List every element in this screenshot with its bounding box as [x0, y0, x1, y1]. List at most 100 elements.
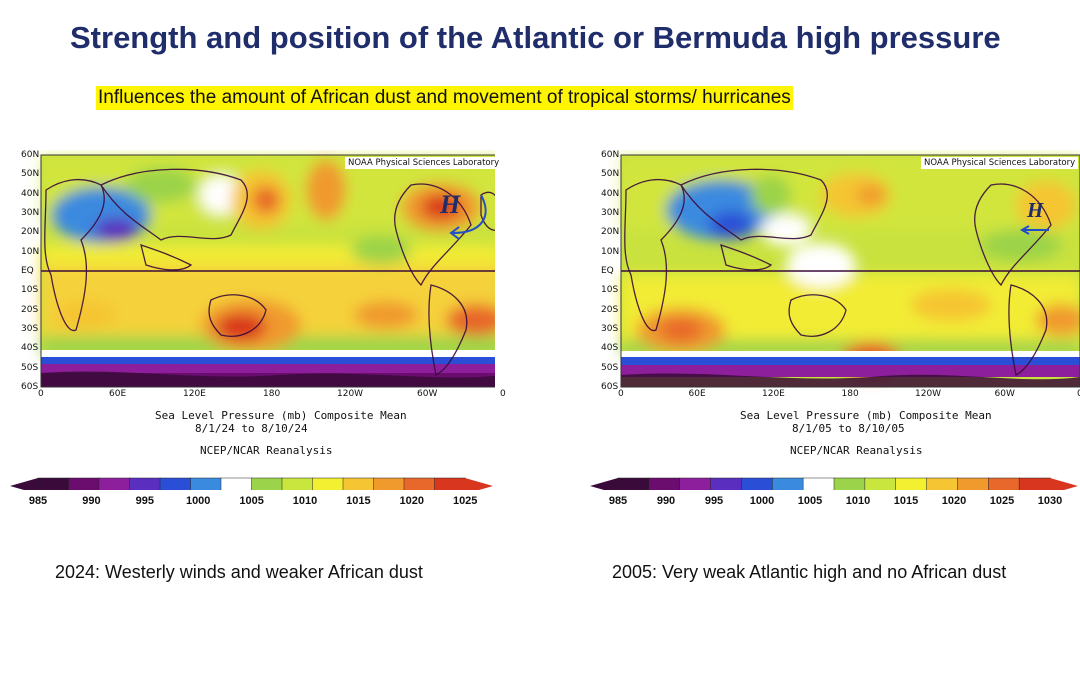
colorbar-cell [802, 477, 835, 490]
lat-tick-label: 10S [601, 285, 619, 296]
colorbar-tick-label: 985 [28, 495, 48, 507]
map-dates: 8/1/05 to 8/10/05 [792, 422, 905, 435]
lat-tick-label: 50S [21, 362, 39, 373]
colorbar-cell [98, 477, 131, 490]
colorbar-cell [37, 477, 70, 490]
colorbar-tick-label: 1025 [452, 495, 478, 507]
lat-tick-label: 30N [601, 208, 620, 218]
lat-tick-label: 30N [21, 208, 40, 218]
lat-tick-label: 40N [601, 188, 620, 199]
high-pressure-marker: H [440, 190, 461, 219]
colorbar-tick-label: 1025 [989, 495, 1015, 507]
colorbar-tick-label: 995 [135, 495, 154, 507]
colorbar-cell [403, 477, 436, 490]
colorbar-tick-label: 990 [656, 495, 676, 507]
lon-tick-label: 0 [38, 389, 44, 399]
map-variable: Sea Level Pressure (mb) Composite Mean [740, 409, 992, 422]
colorbar-cell [190, 477, 222, 490]
slide-title: Strength and position of the Atlantic or… [70, 20, 1001, 55]
lon-tick-label: 60W [994, 389, 1015, 399]
lon-tick-label: 120E [762, 389, 785, 399]
colorbar-tick-label: 985 [608, 495, 628, 507]
lon-tick-label: 0 [500, 389, 506, 399]
lat-tick-label: 10N [601, 246, 620, 257]
colorbar-cell [434, 477, 466, 490]
caption-2024: 2024: Westerly winds and weaker African … [55, 562, 423, 582]
colorbar-cell [833, 477, 866, 490]
lon-tick-label: 0 [618, 389, 624, 399]
colorbar-tick-label: 1010 [845, 495, 871, 507]
colorbar-cell [926, 477, 959, 490]
lat-tick-label: 10S [21, 285, 39, 296]
lat-tick-label: EQ [21, 266, 34, 276]
lat-tick-label: 50S [601, 362, 619, 373]
colorbar-cell [312, 477, 344, 490]
colorbar-cell [220, 477, 253, 490]
colorbar-tick-label: 1015 [893, 495, 919, 507]
lon-tick-label: 120W [337, 389, 364, 399]
lat-tick-label: 20S [21, 304, 39, 315]
map-panel-2024: NOAA Physical Sciences Laboratory H Sea … [0, 150, 506, 507]
colorbar-cell [617, 477, 650, 490]
lat-tick-label: EQ [601, 266, 614, 276]
map-source: NCEP/NCAR Reanalysis [200, 444, 333, 457]
colorbar-cell [679, 477, 712, 490]
lon-tick-label: 180 [263, 389, 281, 399]
lat-tick-label: 60S [21, 382, 39, 392]
credit-label: NOAA Physical Sciences Laboratory [921, 157, 1079, 169]
colorbar-cell [251, 477, 283, 490]
lon-tick-label: 60E [688, 389, 706, 399]
colorbar-cell [373, 477, 405, 490]
lat-tick-label: 20N [601, 227, 620, 238]
colorbar-cell [648, 477, 681, 490]
lat-tick-label: 50N [21, 169, 40, 180]
lon-tick-label: 180 [841, 389, 859, 399]
colorbar-cell [68, 477, 100, 490]
colorbar-tick-label: 990 [82, 495, 101, 507]
colorbar-tick-label: 1005 [239, 495, 264, 507]
slp-map-2024 [10, 154, 495, 490]
colorbar-cell [342, 477, 375, 490]
lat-tick-label: 20S [601, 304, 619, 315]
map-dates: 8/1/24 to 8/10/24 [195, 422, 308, 435]
lon-tick-label: 120W [915, 389, 942, 399]
lat-tick-label: 60N [21, 150, 40, 160]
lat-tick-label: 40S [21, 343, 39, 354]
colorbar-cell [772, 477, 804, 490]
lat-tick-label: 60S [601, 382, 619, 392]
colorbar-tick-label: 1000 [749, 495, 775, 507]
caption-2005: 2005: Very weak Atlantic high and no Afr… [612, 562, 1007, 582]
colorbar-tick-label: 995 [704, 495, 724, 507]
high-pressure-marker: H [1027, 198, 1044, 222]
colorbar-tick-label: 1005 [797, 495, 823, 507]
colorbar-cell [281, 477, 314, 490]
colorbar-cell [1018, 477, 1051, 490]
lat-tick-label: 10N [21, 246, 40, 257]
colorbar-cell [710, 477, 743, 490]
slp-map-2005 [590, 154, 1080, 490]
colorbar-cell [129, 477, 161, 490]
credit-label: NOAA Physical Sciences Laboratory [345, 157, 503, 169]
colorbar-tick-label: 1030 [1037, 495, 1063, 507]
colorbar-tick-label: 1010 [292, 495, 318, 507]
lat-tick-label: 30S [601, 324, 619, 334]
lat-tick-label: 50N [601, 169, 620, 180]
colorbar-cell [988, 477, 1020, 490]
lat-tick-label: 20N [21, 227, 40, 238]
slide-subtitle: Influences the amount of African dust an… [96, 86, 793, 110]
lat-tick-label: 30S [21, 324, 39, 334]
lat-tick-label: 60N [601, 150, 620, 160]
map-variable: Sea Level Pressure (mb) Composite Mean [155, 409, 407, 422]
lon-tick-label: 0 [1077, 389, 1080, 399]
colorbar-cell [864, 477, 897, 490]
lat-tick-label: 40N [21, 188, 40, 199]
colorbar-cell [895, 477, 928, 490]
colorbar-cell [741, 477, 774, 490]
colorbar-cell [957, 477, 990, 490]
colorbar-tick-label: 1000 [185, 495, 211, 507]
lon-tick-label: 60W [417, 389, 438, 399]
colorbar-cell [159, 477, 192, 490]
colorbar-tick-label: 1015 [346, 495, 371, 507]
map-source: NCEP/NCAR Reanalysis [790, 444, 923, 457]
lon-tick-label: 120E [183, 389, 206, 399]
